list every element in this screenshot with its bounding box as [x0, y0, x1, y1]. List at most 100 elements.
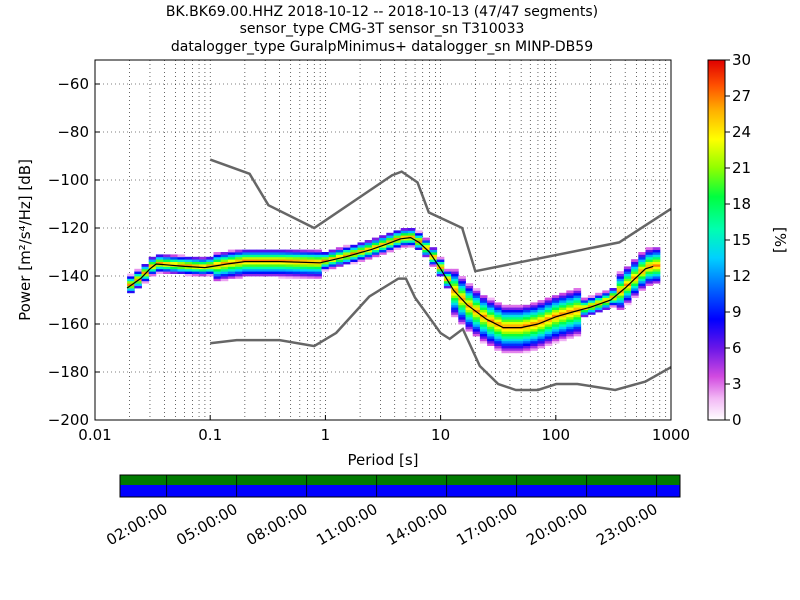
- heatmap-cell: [465, 326, 474, 330]
- heatmap-cell: [501, 324, 510, 327]
- heatmap-cell: [343, 244, 351, 248]
- heatmap-cell: [220, 278, 229, 282]
- heatmap-cell: [472, 290, 481, 294]
- heatmap-cell: [163, 254, 171, 258]
- heatmap-cell: [602, 304, 610, 308]
- heatmap-cell: [595, 297, 603, 301]
- heatmap-cell: [472, 288, 481, 291]
- heatmap-cell: [292, 249, 301, 253]
- heatmap-cell: [559, 297, 567, 301]
- heatmap-cell: [307, 276, 315, 279]
- heatmap-cell: [652, 252, 661, 255]
- heatmap-cell: [537, 340, 546, 344]
- heatmap-cell: [335, 264, 344, 267]
- heatmap-cell: [335, 249, 344, 253]
- heatmap-cell: [436, 268, 445, 272]
- heatmap-cell: [407, 237, 416, 241]
- heatmap-cell: [271, 252, 279, 255]
- colorbar-tick-label: 30: [732, 51, 751, 69]
- heatmap-cell: [530, 340, 538, 344]
- heatmap-cell: [148, 268, 157, 272]
- heatmap-cell: [271, 254, 279, 258]
- mode-line-group: [126, 236, 654, 329]
- heatmap-cell: [559, 328, 567, 332]
- heatmap-cell: [573, 314, 582, 318]
- heatmap-cell: [544, 297, 553, 301]
- heatmap-cell: [523, 345, 531, 349]
- heatmap-cell: [148, 264, 157, 267]
- heatmap-cell: [148, 271, 157, 274]
- heatmap-cell: [573, 307, 582, 310]
- heatmap-cell: [645, 278, 654, 282]
- heatmap-cell: [213, 261, 222, 265]
- data-coverage-bar: 02:00:00 05:00:00 08:00:00 11:00:00 14:00:00…: [103, 474, 681, 549]
- heatmap-cell: [479, 324, 488, 327]
- heatmap-cell: [566, 300, 574, 303]
- heatmap-cell: [472, 314, 481, 318]
- heatmap-cell: [177, 256, 186, 260]
- heatmap-cell: [602, 307, 610, 310]
- heatmap-cell: [429, 249, 438, 253]
- heatmap-cell: [249, 268, 258, 272]
- heatmap-cell: [573, 292, 582, 296]
- time-tick-label: 05:00:00: [173, 500, 240, 549]
- heatmap-cell: [537, 319, 546, 322]
- heatmap-cell: [191, 271, 200, 274]
- heatmap-cell: [494, 309, 502, 313]
- heatmap-cell: [256, 249, 265, 253]
- heatmap-cell: [220, 259, 229, 262]
- heatmap-cell: [199, 256, 207, 260]
- heatmap-cell: [163, 261, 171, 265]
- heatmap-cell: [573, 333, 582, 337]
- heatmap-cell: [523, 350, 531, 354]
- heatmap-cell: [335, 252, 344, 255]
- heatmap-cell: [357, 256, 366, 260]
- heatmap-cell: [573, 326, 582, 330]
- heatmap-cell: [263, 264, 272, 267]
- heatmap-cell: [501, 328, 510, 332]
- heatmap-cell: [415, 244, 423, 248]
- heatmap-cell: [328, 254, 337, 258]
- heatmap-cell: [465, 324, 474, 327]
- heatmap-cell: [559, 304, 567, 308]
- time-tick-label: 02:00:00: [103, 500, 170, 549]
- heatmap-cell: [645, 280, 654, 284]
- heatmap-cell: [566, 316, 574, 320]
- psd-heatmap: [127, 228, 661, 354]
- heatmap-cell: [479, 331, 488, 334]
- heatmap-cell: [638, 273, 646, 277]
- heatmap-cell: [515, 350, 524, 354]
- heatmap-cell: [235, 259, 243, 262]
- heatmap-cell: [213, 254, 222, 258]
- heatmap-cell: [307, 273, 315, 277]
- heatmap-cell: [551, 300, 560, 303]
- heatmap-cell: [501, 340, 510, 344]
- heatmap-cell: [350, 261, 358, 265]
- heatmap-cell: [314, 256, 322, 260]
- heatmap-cell: [415, 240, 423, 243]
- heatmap-cell: [271, 259, 279, 262]
- heatmap-cell: [479, 302, 488, 306]
- heatmap-cell: [573, 312, 582, 315]
- heatmap-cell: [371, 240, 380, 243]
- heatmap-cell: [515, 345, 524, 349]
- heatmap-cell: [479, 321, 488, 325]
- heatmap-cell: [407, 240, 416, 243]
- heatmap-cell: [530, 326, 538, 330]
- heatmap-cell: [551, 324, 560, 327]
- heatmap-cell: [386, 247, 394, 250]
- heatmap-cell: [573, 324, 582, 327]
- heatmap-cell: [422, 249, 430, 253]
- heatmap-cell: [141, 264, 150, 267]
- heatmap-cell: [559, 319, 567, 322]
- heatmap-cell: [285, 264, 294, 267]
- y-axis-ticks: −60 −80 −100 −120 −140 −160 −180 −200: [48, 75, 100, 429]
- heatmap-cell: [494, 333, 502, 337]
- heatmap-cell: [573, 302, 582, 306]
- time-tick-label: 14:00:00: [383, 500, 450, 549]
- heatmap-cell: [465, 314, 474, 318]
- heatmap-cell: [501, 331, 510, 334]
- heatmap-cell: [631, 285, 639, 289]
- heatmap-cell: [343, 259, 351, 262]
- heatmap-cell: [299, 254, 308, 258]
